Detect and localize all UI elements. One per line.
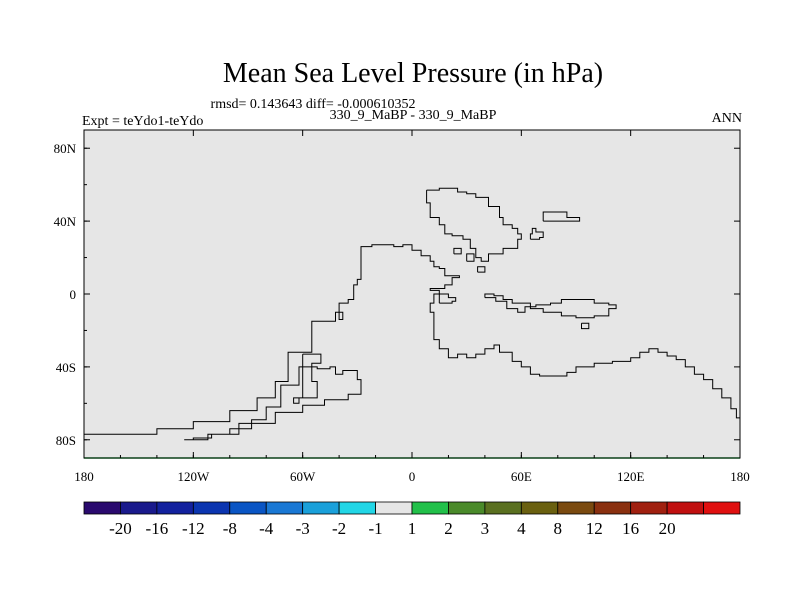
x-tick-label: 0 — [409, 469, 416, 484]
x-tick-label: 120W — [177, 469, 210, 484]
colorbar-label: 8 — [554, 519, 563, 538]
coastline-0 — [84, 244, 741, 435]
season-label: ANN — [712, 111, 742, 126]
colorbar-label: 12 — [586, 519, 603, 538]
x-tick-label: 180 — [74, 469, 94, 484]
colorbar: -20 -16 -12 -8 -4 -3 -2 -1 1 2 3 4 8 12 16 20 — [83, 501, 741, 538]
colorbar-label: -16 — [146, 519, 169, 538]
colorbar-label: -3 — [296, 519, 310, 538]
colorbar-label: 4 — [517, 519, 526, 538]
colorbar-swatch — [338, 501, 376, 515]
colorbar-label: -2 — [332, 519, 346, 538]
y-tick-label: 40S — [56, 360, 76, 375]
coastline-2 — [293, 353, 322, 404]
colorbar-swatch — [666, 501, 704, 515]
coastline-5 — [542, 211, 581, 222]
x-tick-label: 180 — [730, 469, 750, 484]
colorbar-label: 1 — [408, 519, 417, 538]
colorbar-label: -8 — [223, 519, 237, 538]
colorbar-label: 20 — [659, 519, 676, 538]
y-tick-label: 40N — [54, 214, 77, 229]
coastline-4 — [529, 227, 544, 240]
colorbar-label: 2 — [444, 519, 453, 538]
colorbar-swatch — [630, 501, 668, 515]
coastline-11 — [581, 322, 590, 330]
colorbar-swatch — [83, 501, 121, 515]
colorbar-label: -4 — [259, 519, 274, 538]
x-tick-label: 120E — [617, 469, 645, 484]
y-tick-label: 80S — [56, 433, 76, 448]
colorbar-swatch — [375, 501, 413, 515]
map-field — [84, 130, 740, 458]
colorbar-swatch — [448, 501, 486, 515]
coastline-10 — [477, 266, 486, 273]
coastline-6 — [484, 293, 617, 319]
coastline-7 — [438, 293, 457, 304]
colorbar-label: -20 — [109, 519, 132, 538]
colorbar-swatch — [229, 501, 267, 515]
colorbar-swatch — [265, 501, 304, 515]
x-tick-label: 60W — [290, 469, 316, 484]
colorbar-swatch — [156, 501, 194, 515]
colorbar-swatch — [520, 501, 559, 515]
colorbar-swatch — [411, 501, 449, 515]
colorbar-label: 16 — [622, 519, 639, 538]
x-tick-label: 60E — [511, 469, 532, 484]
colorbar-swatch — [557, 501, 595, 515]
y-tick-label: 0 — [70, 287, 77, 302]
colorbar-label: -12 — [182, 519, 205, 538]
coastline-9 — [466, 253, 475, 262]
experiment-label: Expt = teYdo1-teYdo — [82, 114, 203, 129]
coastline-8 — [453, 247, 462, 255]
colorbar-swatch — [120, 501, 158, 515]
y-tick-label: 80N — [54, 141, 77, 156]
chart-title: Mean Sea Level Pressure (in hPa) — [223, 58, 603, 89]
colorbar-swatch — [484, 501, 522, 515]
colorbar-swatch — [192, 501, 231, 515]
colorbar-swatch — [593, 501, 632, 515]
colorbar-label: 3 — [481, 519, 490, 538]
coastlines — [84, 187, 741, 441]
colorbar-swatch — [302, 501, 340, 515]
colorbar-label: -1 — [368, 519, 382, 538]
chart-subtitle: 330_9_MaBP - 330_9_MaBP — [330, 108, 497, 123]
colorbar-swatch — [703, 501, 741, 515]
axis-ticks: 180 120W 60W 0 60E 120E 180 80N 40N 0 40S 80S — [54, 130, 750, 484]
stats-line: rmsd= 0.143643 diff= -0.000610352 — [211, 97, 416, 112]
coastline-1 — [184, 366, 362, 441]
coastline-3 — [426, 187, 522, 262]
